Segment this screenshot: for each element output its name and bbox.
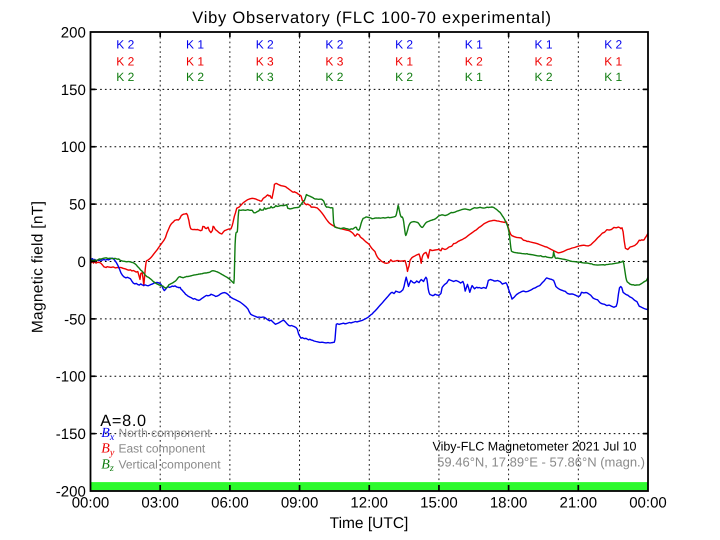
svg-text:100: 100 bbox=[61, 139, 86, 156]
svg-text:K 2: K 2 bbox=[116, 38, 134, 52]
svg-text:K 2: K 2 bbox=[116, 70, 134, 84]
svg-text:Vertical component: Vertical component bbox=[119, 457, 222, 471]
svg-text:06:00: 06:00 bbox=[211, 495, 249, 512]
svg-text:59.46°N, 17.89°E - 57.86°N (ma: 59.46°N, 17.89°E - 57.86°N (magn.) bbox=[437, 454, 645, 469]
svg-text:North component: North component bbox=[119, 426, 212, 440]
svg-text:150: 150 bbox=[61, 82, 86, 99]
svg-text:15:00: 15:00 bbox=[420, 495, 458, 512]
svg-text:12:00: 12:00 bbox=[350, 495, 388, 512]
svg-text:K 2: K 2 bbox=[395, 38, 413, 52]
svg-text:K 2: K 2 bbox=[325, 70, 343, 84]
svg-text:K 2: K 2 bbox=[465, 54, 483, 68]
svg-text:K 1: K 1 bbox=[534, 38, 552, 52]
svg-text:200: 200 bbox=[61, 24, 86, 41]
svg-text:A=8.0: A=8.0 bbox=[100, 412, 147, 430]
svg-text:K 2: K 2 bbox=[534, 70, 552, 84]
svg-text:K 2: K 2 bbox=[325, 38, 343, 52]
svg-text:-50: -50 bbox=[64, 311, 86, 328]
svg-text:K 1: K 1 bbox=[465, 70, 483, 84]
svg-text:21:00: 21:00 bbox=[560, 495, 598, 512]
svg-text:Viby Observatory (FLC 100-70 e: Viby Observatory (FLC 100-70 experimenta… bbox=[192, 9, 552, 27]
svg-text:50: 50 bbox=[69, 197, 86, 214]
svg-text:00:00: 00:00 bbox=[629, 495, 667, 512]
svg-text:0: 0 bbox=[77, 254, 85, 271]
svg-text:K 1: K 1 bbox=[465, 38, 483, 52]
svg-text:-150: -150 bbox=[56, 426, 86, 443]
svg-text:00:00: 00:00 bbox=[72, 495, 110, 512]
svg-text:09:00: 09:00 bbox=[281, 495, 319, 512]
svg-text:K 1: K 1 bbox=[186, 38, 204, 52]
svg-text:K 2: K 2 bbox=[604, 38, 622, 52]
svg-text:K 3: K 3 bbox=[256, 70, 274, 84]
svg-text:-200: -200 bbox=[56, 483, 86, 500]
svg-text:Magnetic field [nT]: Magnetic field [nT] bbox=[30, 201, 47, 333]
svg-text:K 2: K 2 bbox=[534, 54, 552, 68]
svg-text:Time [UTC]: Time [UTC] bbox=[330, 515, 409, 532]
svg-text:K 2: K 2 bbox=[395, 70, 413, 84]
svg-text:03:00: 03:00 bbox=[141, 495, 179, 512]
svg-text:K 1: K 1 bbox=[604, 70, 622, 84]
svg-text:K 3: K 3 bbox=[256, 54, 274, 68]
svg-text:-100: -100 bbox=[56, 369, 86, 386]
svg-text:K 2: K 2 bbox=[256, 38, 274, 52]
svg-text:K 1: K 1 bbox=[186, 54, 204, 68]
svg-text:K 1: K 1 bbox=[604, 54, 622, 68]
svg-text:K 2: K 2 bbox=[116, 54, 134, 68]
svg-text:East component: East component bbox=[119, 442, 206, 456]
svg-text:K 1: K 1 bbox=[395, 54, 413, 68]
svg-text:Viby-FLC Magnetometer 2021 Jul: Viby-FLC Magnetometer 2021 Jul 10 bbox=[432, 440, 636, 454]
svg-text:18:00: 18:00 bbox=[490, 495, 528, 512]
svg-text:K 3: K 3 bbox=[325, 54, 343, 68]
svg-text:K 2: K 2 bbox=[186, 70, 204, 84]
